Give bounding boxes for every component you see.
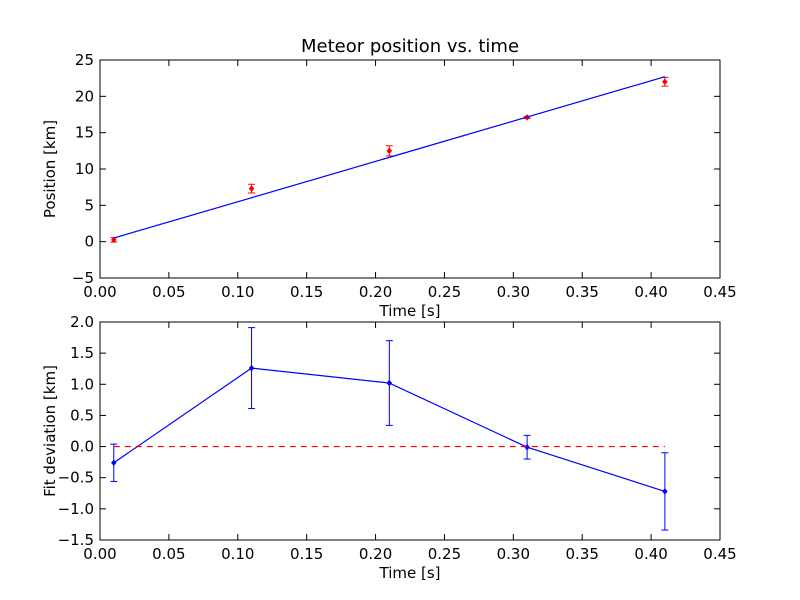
y-tick-label: 5: [84, 196, 94, 214]
y-tick-label: 2.0: [70, 313, 94, 331]
x-tick-label: 0.00: [83, 283, 116, 301]
x-tick-label: 0.00: [83, 545, 116, 563]
y-tick-label: 0.5: [70, 406, 94, 424]
data-point: [110, 459, 117, 467]
x-tick-label: 0.25: [428, 283, 461, 301]
y-tick-label: 1.0: [70, 375, 94, 393]
x-tick-label: 0.45: [703, 283, 736, 301]
x-tick-label: 0.15: [290, 545, 323, 563]
y-tick-label: 25: [75, 51, 94, 69]
data-point: [110, 236, 117, 244]
x-tick-label: 0.35: [566, 283, 599, 301]
x-tick-label: 0.30: [497, 545, 530, 563]
x-axis-label: Time [s]: [379, 564, 441, 582]
chart-title: Meteor position vs. time: [301, 36, 519, 57]
x-axis-label: Time [s]: [379, 302, 441, 320]
x-tick-label: 0.40: [634, 545, 667, 563]
x-tick-label: 0.35: [566, 545, 599, 563]
x-tick-label: 0.45: [703, 545, 736, 563]
position-plot: Meteor position vs. time 0.00 0.05 0.10 0.15…: [41, 36, 737, 320]
x-tick-label: 0.20: [359, 283, 392, 301]
y-tick-label: 1.5: [70, 344, 94, 362]
x-tick-label: 0.25: [428, 545, 461, 563]
y-tick-label: 10: [75, 160, 94, 178]
y-tick-label: −0.5: [58, 469, 94, 487]
y-tick-label: 0.0: [70, 438, 94, 456]
y-tick-label: −5: [72, 269, 94, 287]
x-tick-label: 0.40: [634, 283, 667, 301]
data-point: [386, 147, 393, 155]
fit-line: [113, 76, 666, 239]
data-point: [248, 185, 255, 193]
data-point: [662, 78, 668, 86]
data-point: [524, 443, 530, 451]
x-tick-label: 0.10: [221, 545, 254, 563]
data-point: [386, 379, 393, 387]
y-tick-label: −1.0: [58, 500, 94, 518]
x-tick-label: 0.05: [152, 283, 185, 301]
y-axis-label: Position [km]: [41, 120, 59, 218]
axes-frame: [99, 59, 721, 279]
x-tick-label: 0.20: [359, 545, 392, 563]
axes-frame: [99, 321, 721, 541]
y-tick-label: 20: [75, 87, 94, 105]
x-tick-label: 0.30: [497, 283, 530, 301]
data-point: [248, 364, 255, 372]
x-tick-label: 0.05: [152, 545, 185, 563]
y-axis-label: Fit deviation [km]: [41, 365, 59, 497]
x-tick-label: 0.15: [290, 283, 323, 301]
deviation-plot: 0.00 0.05 0.10 0.15 0.20 0.25 0.30 0.35 0.40 0.45…: [41, 313, 737, 582]
y-tick-label: 15: [75, 124, 94, 142]
data-point: [662, 488, 668, 495]
x-tick-label: 0.10: [221, 283, 254, 301]
y-tick-label: 0: [84, 233, 94, 251]
y-tick-label: −1.5: [58, 531, 94, 549]
